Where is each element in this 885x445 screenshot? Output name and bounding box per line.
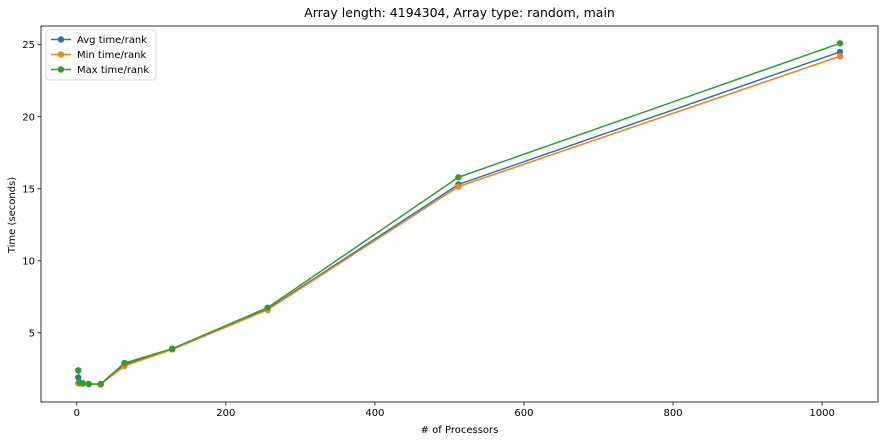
axes: 0 200 400 600 800 1000 5 10 15 20 25	[22, 25, 879, 419]
data-point	[121, 359, 128, 367]
legend-label: Max time/rank	[77, 65, 149, 76]
y-tick-label: 10	[22, 256, 35, 267]
x-tick-label: 1000	[809, 408, 834, 419]
legend-entry-avg-time-rank: Avg time/rank	[51, 35, 147, 46]
legend-entry-min-time-rank: Min time/rank	[51, 50, 146, 61]
series-line	[78, 55, 841, 386]
legend-label: Min time/rank	[77, 50, 146, 61]
y-tick-label: 5	[29, 328, 35, 339]
data-point	[836, 40, 844, 47]
x-axis-label: # of Processors	[421, 425, 499, 436]
legend-marker	[57, 51, 65, 58]
legend-box	[45, 29, 157, 81]
x-tick-label: 400	[365, 408, 384, 419]
data-point	[455, 174, 462, 181]
series-max-time-rank	[75, 40, 844, 388]
y-tick-label: 25	[22, 40, 35, 51]
series-line	[77, 42, 841, 385]
data-point	[168, 345, 176, 352]
data-point	[75, 367, 82, 374]
x-tick-label: 0	[74, 408, 80, 419]
data-point	[85, 380, 92, 388]
series-line	[77, 51, 841, 386]
legend-marker	[57, 66, 65, 73]
series-layer	[75, 40, 844, 388]
data-point	[264, 304, 271, 311]
legend: Avg time/rank Min time/rank Max time/rank	[45, 29, 157, 81]
x-tick-label: 200	[216, 408, 235, 419]
data-point	[836, 53, 844, 60]
y-tick-label: 15	[22, 184, 35, 195]
x-tick-label: 800	[663, 408, 682, 419]
data-point	[97, 380, 104, 388]
series-min-time-rank	[75, 53, 844, 388]
data-point	[79, 380, 86, 387]
x-tick-label: 600	[514, 408, 533, 419]
legend-marker	[57, 36, 65, 43]
data-point	[455, 183, 462, 190]
plot-frame	[40, 25, 879, 403]
series-avg-time-rank	[75, 48, 844, 388]
y-axis-label: Time (seconds)	[7, 177, 18, 254]
chart-title: Array length: 4194304, Array type: rando…	[304, 5, 615, 20]
legend-label: Avg time/rank	[77, 35, 147, 46]
y-tick-label: 20	[22, 112, 35, 123]
legend-entry-max-time-rank: Max time/rank	[51, 65, 149, 76]
